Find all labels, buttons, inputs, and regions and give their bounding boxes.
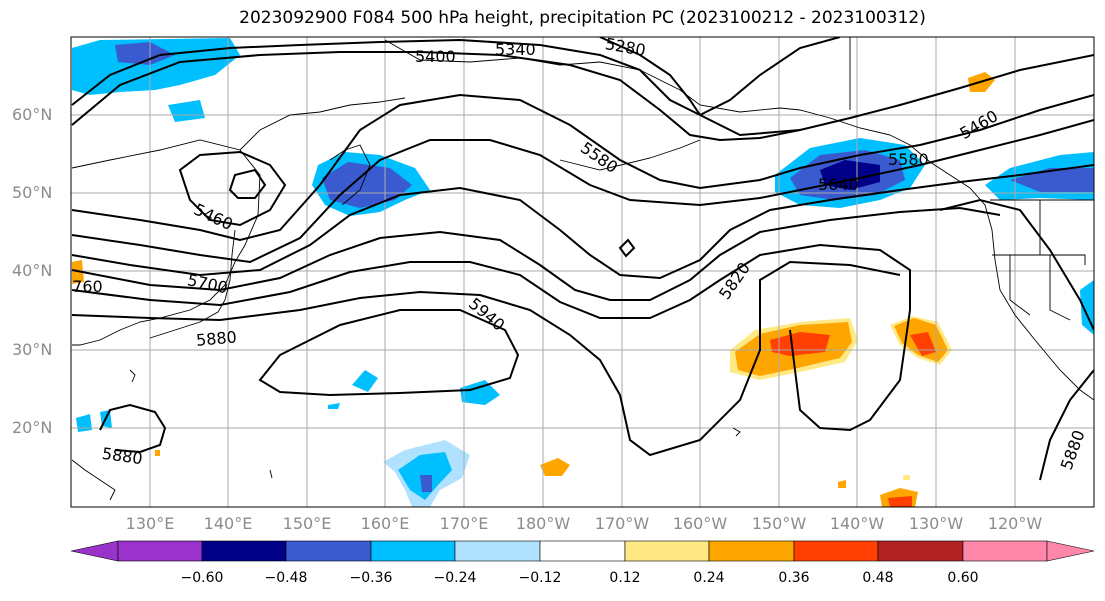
lon-label: 160°W <box>672 514 728 533</box>
coastlines <box>71 37 1094 501</box>
colorbar-tick-label: −0.48 <box>264 570 308 586</box>
colorbar-segment <box>539 540 626 562</box>
map-frame <box>70 36 1095 508</box>
colorbar-segment <box>70 540 119 562</box>
lat-label: 30°N <box>12 340 53 359</box>
lon-label: 120°W <box>987 514 1043 533</box>
height-contours <box>71 37 1094 481</box>
colorbar-segment <box>285 540 372 562</box>
colorbar-segment <box>1046 540 1095 562</box>
lat-label: 60°N <box>12 105 53 124</box>
colorbar-segment <box>793 540 879 562</box>
contour-label: 5580 <box>577 138 621 177</box>
lon-label: 130°E <box>125 514 175 533</box>
colorbar-segment <box>962 540 1048 562</box>
colorbar-tick-label: −0.12 <box>518 570 562 586</box>
contour-label: 5880 <box>1057 428 1089 473</box>
contour-label: 5880 <box>101 444 144 468</box>
lat-label: 20°N <box>12 418 53 437</box>
contour-label: 5280 <box>604 34 647 60</box>
contour-label: 5820 <box>715 259 754 303</box>
lat-label: 40°N <box>12 261 53 280</box>
contour-label: 5580 <box>888 150 929 169</box>
colorbar-tick-label: −0.60 <box>180 570 224 586</box>
lon-label: 170°E <box>439 514 489 533</box>
contour-label: 5460 <box>956 106 1001 143</box>
colorbar-segment <box>877 540 964 562</box>
colorbar-segment <box>708 540 795 562</box>
colorbar-tick-label: −0.24 <box>433 570 477 586</box>
contour-label: 5340 <box>495 40 536 59</box>
colorbar-segment <box>454 540 541 562</box>
lon-label: 170°W <box>594 514 650 533</box>
lon-label: 180°W <box>515 514 571 533</box>
contour-label: 5640 <box>818 175 859 194</box>
contour-labels: 5280 5340 5400 5460 5460 5580 5580 5640 … <box>62 34 1089 473</box>
colorbar <box>70 540 1095 562</box>
lon-label: 160°E <box>360 514 410 533</box>
contour-label: 5760 <box>62 277 103 296</box>
lon-label: 130°W <box>908 514 964 533</box>
colorbar-tick-label: 0.24 <box>693 570 725 586</box>
contour-label: 5400 <box>415 47 456 66</box>
colorbar-segment <box>117 540 203 562</box>
contour-label: 5700 <box>186 270 230 297</box>
lon-label: 150°E <box>282 514 332 533</box>
colorbar-tick-label: 0.48 <box>862 570 894 586</box>
lat-label: 50°N <box>12 183 53 202</box>
lon-label: 140°E <box>203 514 253 533</box>
lon-label: 150°W <box>751 514 807 533</box>
colorbar-segment <box>624 540 710 562</box>
colorbar-segment <box>201 540 287 562</box>
colorbar-tick-label: 0.36 <box>778 570 810 586</box>
contour-label: 5880 <box>195 327 237 349</box>
colorbar-segment <box>370 540 456 562</box>
lon-label: 140°W <box>829 514 885 533</box>
map-title: 2023092900 F084 500 hPa height, precipit… <box>239 8 926 28</box>
colorbar-tick-label: 0.12 <box>609 570 641 586</box>
colorbar-tick-label: −0.36 <box>349 570 393 586</box>
colorbar-tick-label: 0.60 <box>947 570 979 586</box>
